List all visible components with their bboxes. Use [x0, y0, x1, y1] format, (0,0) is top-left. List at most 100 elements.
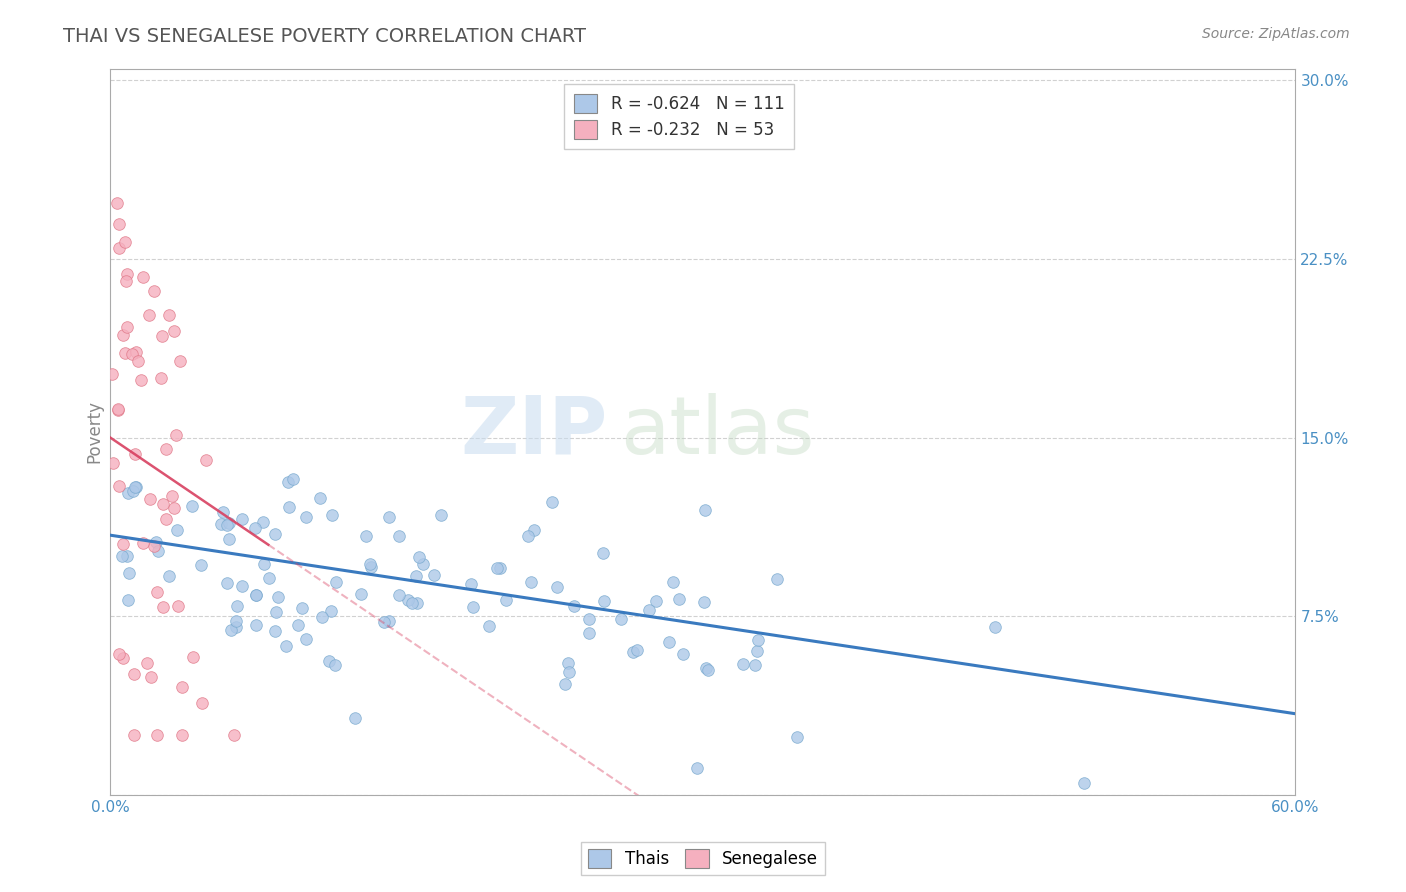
Point — [984, 620, 1007, 634]
Point — [685, 761, 707, 775]
Point — [129, 373, 152, 387]
Point — [169, 353, 191, 368]
Point — [152, 497, 174, 511]
Point — [138, 491, 160, 506]
Point — [744, 657, 766, 672]
Point — [245, 588, 267, 602]
Point — [359, 558, 381, 572]
Point — [117, 486, 139, 500]
Point — [166, 523, 188, 537]
Point — [101, 367, 124, 381]
Point — [281, 472, 304, 486]
Point — [132, 269, 155, 284]
Point — [277, 475, 299, 489]
Point — [626, 643, 648, 657]
Point — [644, 594, 666, 608]
Point — [523, 523, 546, 537]
Point — [217, 575, 239, 590]
Point — [658, 635, 681, 649]
Y-axis label: Poverty: Poverty — [86, 401, 103, 463]
Point — [225, 599, 247, 614]
Point — [157, 309, 180, 323]
Point — [191, 696, 214, 710]
Point — [731, 657, 754, 671]
Point — [124, 447, 146, 461]
Point — [747, 644, 769, 658]
Point — [294, 632, 316, 647]
Point — [360, 560, 382, 574]
Point — [373, 615, 395, 630]
Point — [218, 532, 240, 546]
Point — [621, 645, 644, 659]
Point — [103, 456, 125, 470]
Point — [111, 328, 134, 343]
Point — [546, 580, 568, 594]
Point — [495, 593, 517, 607]
Point — [747, 633, 769, 648]
Point — [231, 512, 253, 526]
Point — [295, 510, 318, 524]
Point — [405, 596, 427, 610]
Point — [245, 588, 267, 602]
Point — [592, 546, 614, 560]
Legend: Thais, Senegalese: Thais, Senegalese — [581, 842, 825, 875]
Text: THAI VS SENEGALESE POVERTY CORRELATION CHART: THAI VS SENEGALESE POVERTY CORRELATION C… — [63, 27, 586, 45]
Point — [146, 585, 169, 599]
Point — [489, 561, 512, 575]
Point — [638, 603, 661, 617]
Point — [423, 567, 446, 582]
Point — [245, 618, 267, 632]
Point — [111, 537, 134, 551]
Point — [266, 605, 288, 619]
Point — [350, 587, 373, 601]
Point — [610, 612, 633, 626]
Point — [149, 371, 172, 385]
Point — [111, 549, 134, 563]
Point — [225, 615, 247, 629]
Point — [162, 501, 184, 516]
Point — [274, 640, 297, 654]
Point — [461, 599, 484, 614]
Point — [245, 521, 267, 535]
Point — [150, 328, 173, 343]
Point — [693, 503, 716, 517]
Point — [401, 596, 423, 610]
Point — [108, 647, 131, 661]
Point — [209, 517, 232, 532]
Point — [311, 609, 333, 624]
Point — [593, 594, 616, 608]
Point — [412, 557, 434, 571]
Point — [325, 574, 347, 589]
Point — [460, 577, 482, 591]
Point — [323, 658, 346, 673]
Point — [165, 428, 187, 442]
Point — [124, 728, 146, 742]
Point — [225, 620, 247, 634]
Point — [396, 592, 419, 607]
Point — [562, 599, 585, 613]
Point — [408, 549, 430, 564]
Point — [105, 195, 128, 210]
Point — [277, 500, 299, 514]
Point — [195, 453, 218, 467]
Point — [125, 480, 148, 494]
Point — [766, 572, 789, 586]
Point — [520, 575, 543, 590]
Point — [108, 217, 131, 231]
Point — [696, 663, 718, 677]
Point — [122, 666, 145, 681]
Point — [146, 544, 169, 558]
Point — [309, 491, 332, 505]
Point — [190, 558, 212, 573]
Point — [117, 549, 139, 564]
Point — [162, 489, 184, 503]
Point — [786, 730, 808, 744]
Point — [143, 284, 166, 298]
Point — [388, 529, 411, 543]
Point — [693, 595, 716, 609]
Point — [136, 657, 159, 671]
Point — [554, 677, 576, 691]
Point — [215, 517, 238, 532]
Point — [111, 650, 134, 665]
Point — [224, 728, 246, 742]
